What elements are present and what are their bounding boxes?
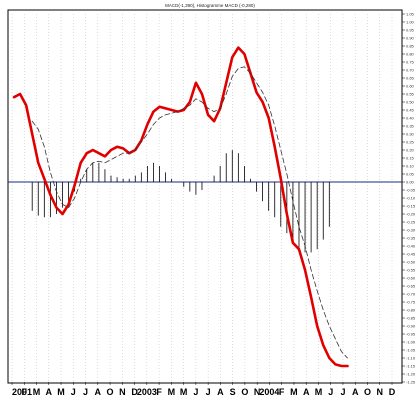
y-tick-label: -1.00 (406, 340, 416, 345)
y-tick-label: -0.90 (406, 324, 416, 329)
x-tick-label: N (376, 387, 383, 397)
x-tick-label: J (340, 387, 345, 397)
series-lines (12, 46, 349, 368)
chart-title: MACD(-1,390), Histogramme MACD (-0,280) (165, 3, 255, 8)
y-tick-label: -1.15 (406, 364, 416, 369)
y-tick-label: 1.00 (406, 20, 415, 25)
y-tick-label: 0.65 (406, 76, 415, 81)
y-tick-label: 0.55 (406, 92, 415, 97)
x-tick-label: O (107, 387, 114, 397)
y-tick-label: -0.95 (406, 332, 416, 337)
x-tick-label: O (241, 387, 248, 397)
y-tick-label: 0.25 (406, 140, 415, 145)
y-tick-label: 0.75 (406, 60, 415, 65)
y-tick-label: -0.60 (406, 276, 416, 281)
x-tick-label: M (57, 387, 65, 397)
y-axis-ticks: 1.05 1.00 0.95 0.90 0.85 0.80 0.75 0.70 0.65 0.60… (402, 12, 416, 385)
y-tick-label: 0.15 (406, 156, 415, 161)
x-tick-label: J (83, 387, 88, 397)
x-tick-label: M (315, 387, 323, 397)
x-tick-label: D (389, 387, 396, 397)
y-tick-label: -0.45 (406, 252, 416, 257)
y-tick-label: -0.65 (406, 284, 416, 289)
y-tick-label: 0.05 (406, 172, 415, 177)
y-tick-label: -0.15 (406, 204, 416, 209)
x-tick-label: O (364, 387, 371, 397)
x-tick-label: N (119, 387, 126, 397)
y-tick-label: 0.95 (406, 28, 415, 33)
macd-line (12, 46, 349, 368)
y-tick-label: -0.75 (406, 300, 416, 305)
x-tick-label: F (279, 387, 285, 397)
y-tick-label: 0.90 (406, 36, 415, 41)
grid (8, 14, 402, 382)
x-tick-label: J (71, 387, 76, 397)
macd-histogram (31, 150, 330, 253)
y-tick-label: -1.10 (406, 356, 416, 361)
x-tick-label: F (22, 387, 28, 397)
x-tick-label: M (33, 387, 41, 397)
y-tick-label: -0.05 (406, 188, 416, 193)
y-tick-label: 0.40 (406, 116, 415, 121)
x-tick-label: A (95, 387, 102, 397)
y-tick-label: -0.70 (406, 292, 416, 297)
y-tick-label: 0.35 (406, 124, 415, 129)
y-tick-label: -0.85 (406, 316, 416, 321)
x-tick-label: D (131, 387, 138, 397)
y-tick-label: 1.05 (406, 12, 415, 17)
x-tick-label: S (230, 387, 236, 397)
y-tick-label: 0.50 (406, 100, 415, 105)
y-tick-label: 0.30 (406, 132, 415, 137)
y-tick-label: 0.80 (406, 52, 415, 57)
plot-frame (7, 9, 403, 384)
y-tick-label: 0.10 (406, 164, 415, 169)
signal-line (31, 66, 348, 359)
x-tick-label: A (352, 387, 359, 397)
x-tick-label: 2001 (12, 387, 32, 397)
y-tick-label: -0.30 (406, 228, 416, 233)
y-tick-label: -0.40 (406, 244, 416, 249)
x-tick-label: M (168, 387, 176, 397)
y-tick-label: -0.50 (406, 260, 416, 265)
y-tick-label: -0.35 (406, 236, 416, 241)
y-tick-label: -0.10 (406, 196, 416, 201)
y-tick-label: -1.05 (406, 348, 416, 353)
y-tick-label: 0.85 (406, 44, 415, 49)
x-tick-label: J (328, 387, 333, 397)
x-tick-label: M (180, 387, 188, 397)
y-tick-label: 0.00 (406, 180, 415, 185)
y-tick-label: 0.70 (406, 68, 415, 73)
y-tick-label: 0.20 (406, 148, 415, 153)
x-tick-label: J (193, 387, 198, 397)
x-tick-label: 2003 (137, 387, 157, 397)
y-tick-label: -0.20 (406, 212, 416, 217)
x-tick-label: F (156, 387, 162, 397)
x-tick-label: A (217, 387, 224, 397)
y-tick-label: -0.80 (406, 308, 416, 313)
x-tick-label: J (206, 387, 211, 397)
y-tick-label: -1.20 (406, 372, 416, 377)
y-tick-label: -1.25 (406, 380, 416, 385)
x-tick-label: A (303, 387, 310, 397)
x-tick-label: N (254, 387, 261, 397)
y-tick-label: 0.60 (406, 84, 415, 89)
y-tick-label: -0.25 (406, 220, 416, 225)
y-tick-label: 0.45 (406, 108, 415, 113)
x-tick-label: A (46, 387, 53, 397)
y-tick-label: -0.55 (406, 268, 416, 273)
x-tick-label: 2004 (259, 387, 279, 397)
x-tick-label: M (290, 387, 298, 397)
